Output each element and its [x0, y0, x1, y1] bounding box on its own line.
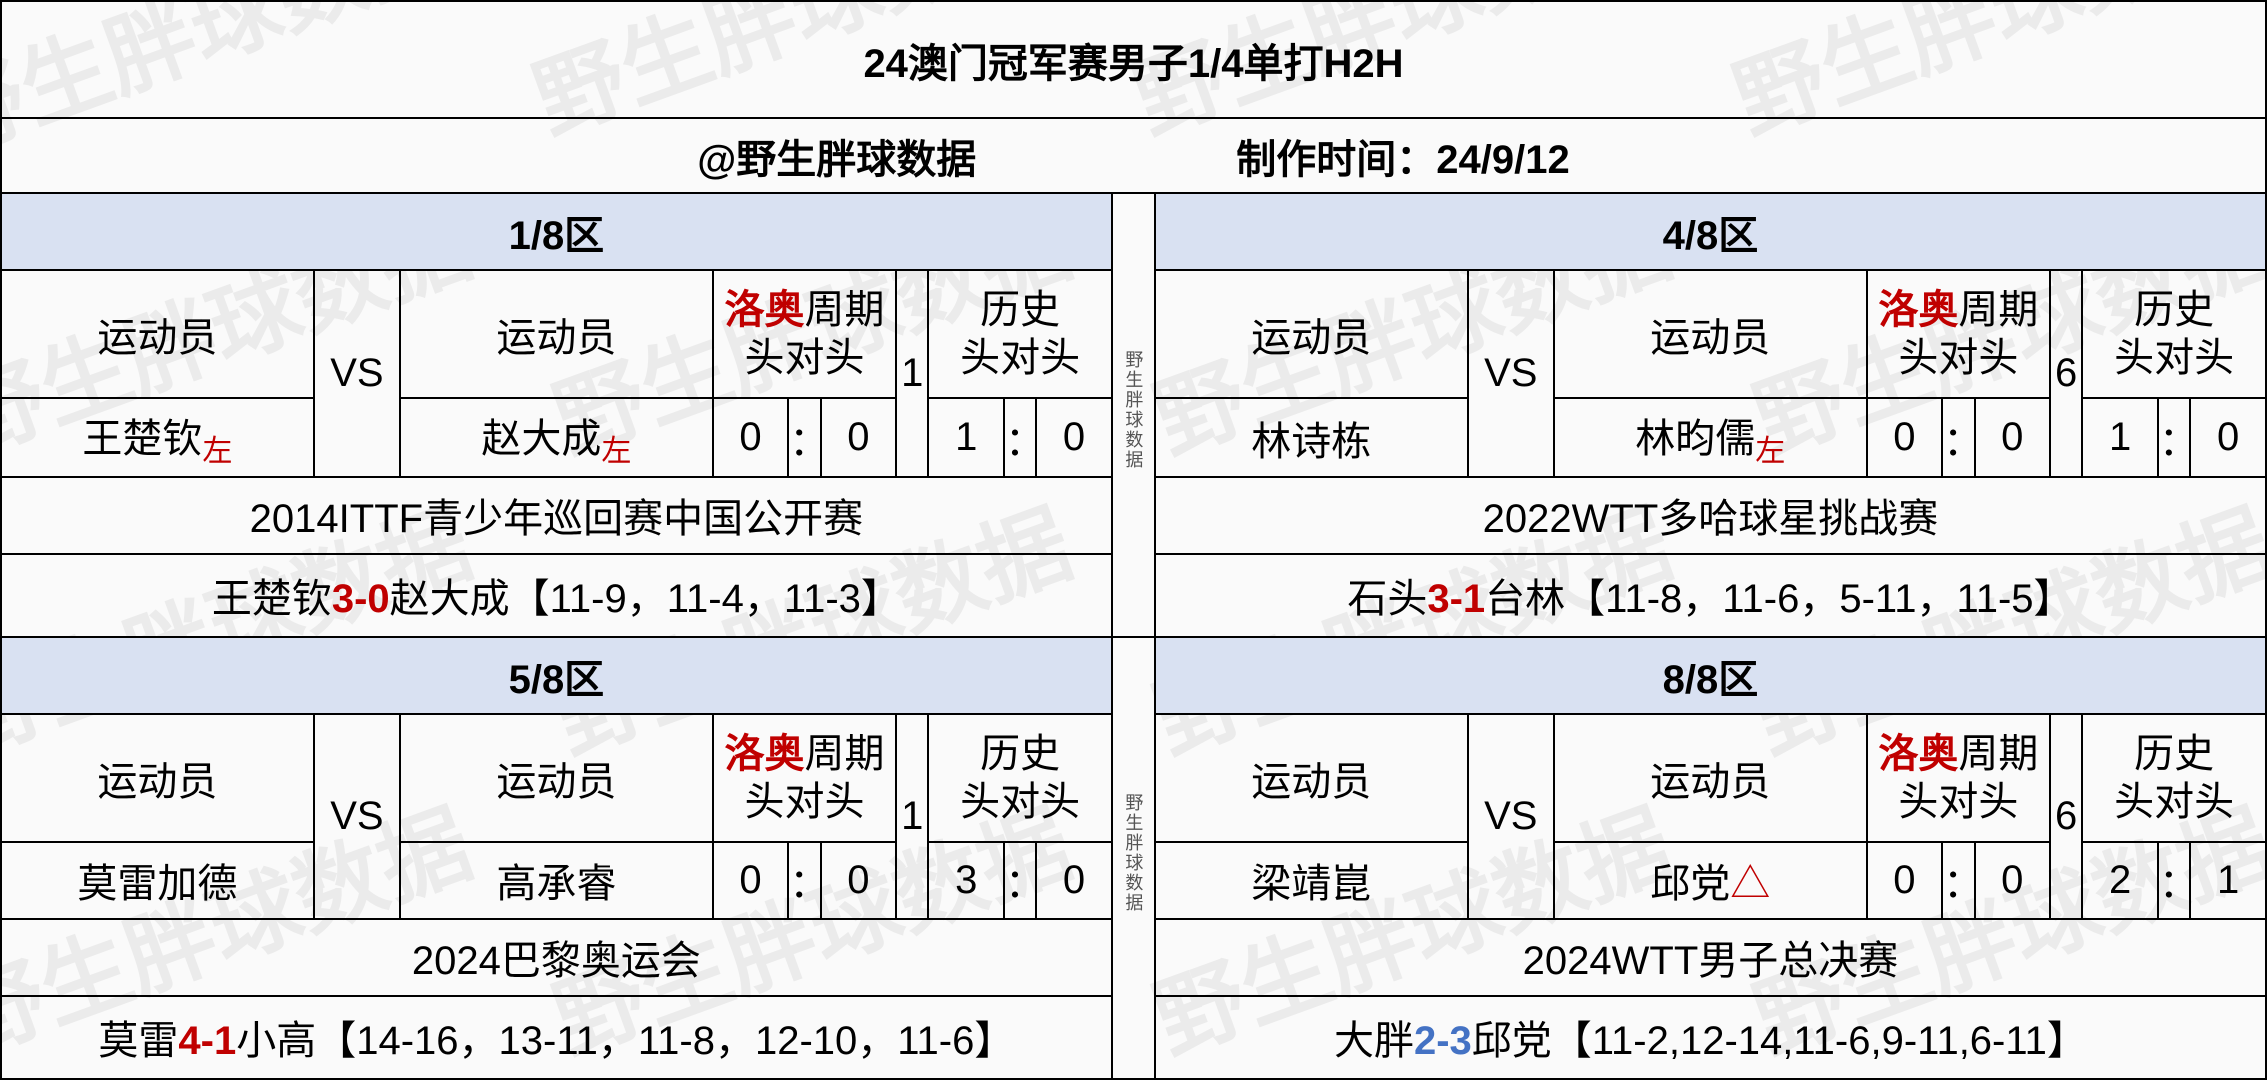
- col-history-h2h: 历史头对头: [928, 714, 1111, 842]
- zone-header: 8/8区: [1155, 637, 2266, 714]
- col-period-h2h: 洛奥周期头对头: [713, 714, 896, 842]
- col-period-h2h: 洛奥周期头对头: [713, 270, 896, 398]
- period-b: 0: [1975, 842, 2050, 919]
- period-a: 0: [1867, 842, 1942, 919]
- result: 大胖2-3邱党【11-2,12-14,11-6,9-11,6-11】: [1155, 996, 2266, 1079]
- colon: ：: [2158, 842, 2190, 919]
- result: 石头3-1台林【11-8，11-6，5-11，11-5】: [1155, 554, 2266, 637]
- side-num: 1: [896, 714, 928, 919]
- colon: ：: [1942, 398, 1974, 477]
- colon: ：: [788, 398, 820, 477]
- player2: 邱党△: [1554, 842, 1867, 919]
- zone-header: 5/8区: [1, 637, 1112, 714]
- period-b: 0: [821, 842, 896, 919]
- result: 王楚钦3-0赵大成【11-9，11-4，11-3】: [1, 554, 1112, 637]
- player1: 林诗栋: [1155, 398, 1468, 477]
- col-athlete: 运动员: [1155, 270, 1468, 398]
- colon: ：: [1942, 842, 1974, 919]
- player2: 林昀儒左: [1554, 398, 1867, 477]
- history-b: 0: [2190, 398, 2266, 477]
- player2: 赵大成左: [400, 398, 713, 477]
- side-num: 6: [2050, 270, 2082, 477]
- colon: ：: [1004, 842, 1036, 919]
- player1: 梁靖崑: [1155, 842, 1468, 919]
- result: 莫雷4-1小高【14-16，13-11，11-8，12-10，11-6】: [1, 996, 1112, 1079]
- col-history-h2h: 历史头对头: [928, 270, 1111, 398]
- colon: ：: [2158, 398, 2190, 477]
- zone-header: 4/8区: [1155, 193, 2266, 270]
- page-title: 24澳门冠军赛男子1/4单打H2H: [1, 1, 2266, 118]
- col-history-h2h: 历史头对头: [2082, 714, 2266, 842]
- history-a: 1: [928, 398, 1003, 477]
- history-b: 0: [1036, 398, 1111, 477]
- col-period-h2h: 洛奥周期头对头: [1867, 714, 2050, 842]
- meta-row: @野生胖球数据 制作时间：24/9/12: [1, 118, 2266, 193]
- col-athlete: 运动员: [1155, 714, 1468, 842]
- col-athlete: 运动员: [400, 270, 713, 398]
- period-b: 0: [1975, 398, 2050, 477]
- vs-label: VS: [1468, 270, 1554, 477]
- player2: 高承睿: [400, 842, 713, 919]
- event-name: 2024WTT男子总决赛: [1155, 919, 2266, 996]
- zone-header: 1/8区: [1, 193, 1112, 270]
- side-num: 1: [896, 270, 928, 477]
- col-period-h2h: 洛奥周期头对头: [1867, 270, 2050, 398]
- period-b: 0: [821, 398, 896, 477]
- col-athlete: 运动员: [1, 270, 314, 398]
- author: @野生胖球数据: [697, 127, 976, 185]
- event-name: 2014ITTF青少年巡回赛中国公开赛: [1, 477, 1112, 554]
- col-athlete: 运动员: [1554, 270, 1867, 398]
- history-a: 2: [2082, 842, 2157, 919]
- vs-label: VS: [314, 714, 400, 919]
- player1: 莫雷加德: [1, 842, 314, 919]
- history-b: 0: [1036, 842, 1111, 919]
- period-a: 0: [713, 842, 788, 919]
- col-history-h2h: 历史头对头: [2082, 270, 2266, 398]
- history-a: 1: [2082, 398, 2157, 477]
- period-a: 0: [1867, 398, 1942, 477]
- col-athlete: 运动员: [400, 714, 713, 842]
- event-name: 2024巴黎奥运会: [1, 919, 1112, 996]
- history-a: 3: [928, 842, 1003, 919]
- side-label: 野生胖球数据: [1112, 193, 1155, 637]
- period-a: 0: [713, 398, 788, 477]
- col-athlete: 运动员: [1, 714, 314, 842]
- vs-label: VS: [1468, 714, 1554, 919]
- col-athlete: 运动员: [1554, 714, 1867, 842]
- event-name: 2022WTT多哈球星挑战赛: [1155, 477, 2266, 554]
- side-label: 野生胖球数据: [1112, 637, 1155, 1079]
- colon: ：: [1004, 398, 1036, 477]
- player1: 王楚钦左: [1, 398, 314, 477]
- side-num: 6: [2050, 714, 2082, 919]
- date: 制作时间：24/9/12: [1236, 127, 1569, 185]
- vs-label: VS: [314, 270, 400, 477]
- history-b: 1: [2190, 842, 2266, 919]
- colon: ：: [788, 842, 820, 919]
